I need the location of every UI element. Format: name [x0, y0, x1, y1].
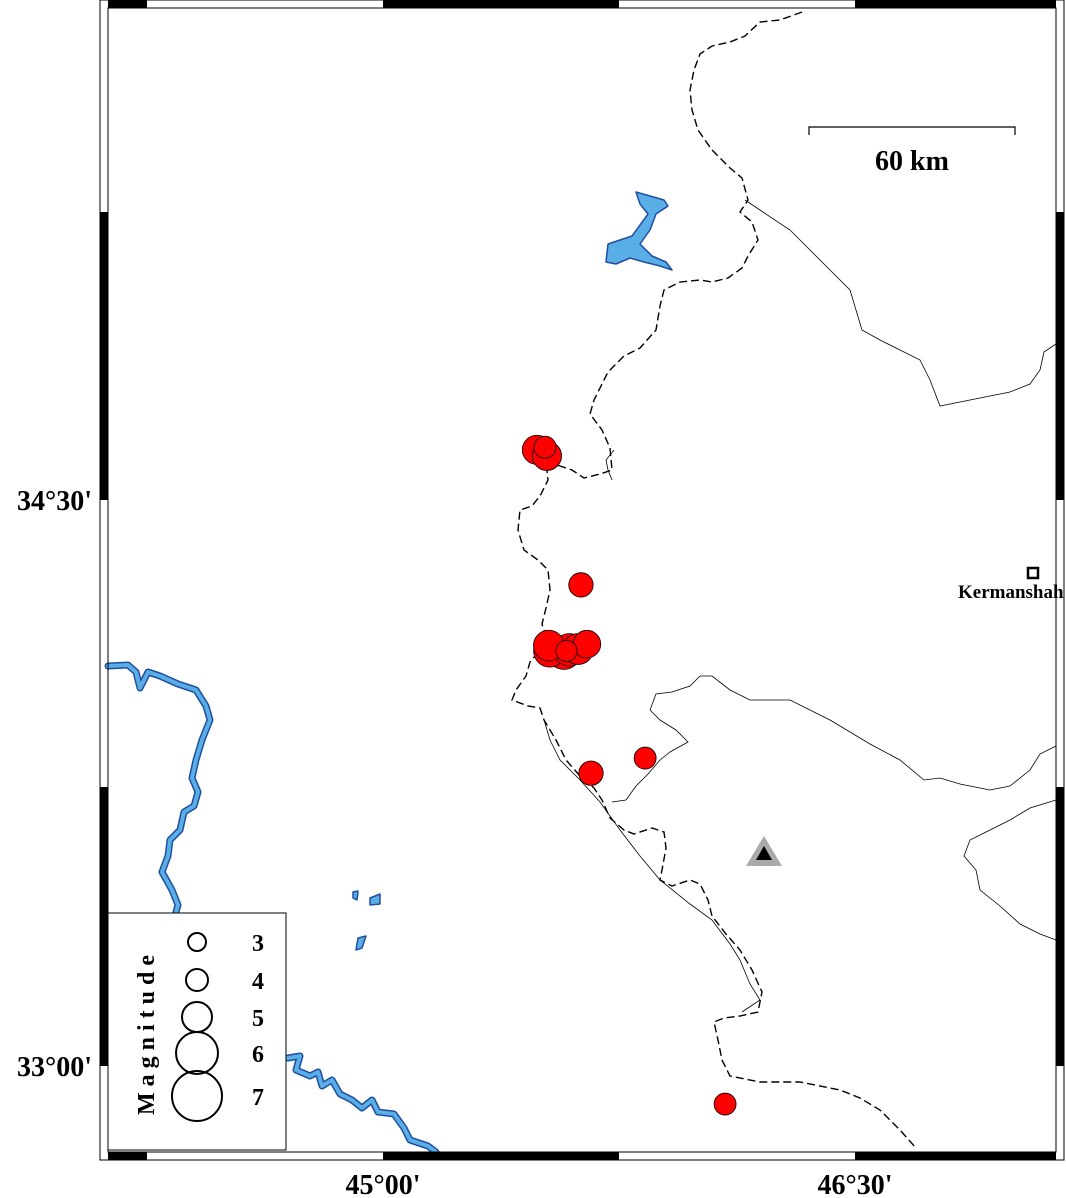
- earthquake-marker: [572, 629, 602, 659]
- international-border: [511, 11, 917, 1149]
- borders: [511, 11, 1057, 1149]
- city-kermanshah: Kermanshah: [958, 566, 1064, 603]
- scale-bar: 60 km: [808, 126, 1016, 177]
- legend-label: 4: [252, 969, 264, 995]
- legend-circle: [171, 1070, 223, 1122]
- legend-label: 5: [252, 1006, 264, 1032]
- lake: [605, 191, 673, 271]
- legend: Magnitude 3 4 5 6 7: [107, 912, 287, 1151]
- lon-tick-label: 45°00': [346, 1170, 421, 1198]
- lat-tick-label: 34°30': [17, 486, 92, 517]
- map-area: Kermanshah 60 km: [104, 11, 1064, 1156]
- legend-title: Magnitude: [134, 949, 160, 1115]
- legend-label: 7: [252, 1085, 264, 1111]
- earthquake-events: [521, 434, 737, 1116]
- map-frame: [99, 0, 1065, 1161]
- earthquake-marker: [633, 746, 657, 770]
- square-icon: [1026, 566, 1040, 580]
- legend-circle: [175, 1031, 219, 1075]
- earthquake-marker: [533, 435, 557, 459]
- legend-label: 6: [252, 1042, 264, 1068]
- rivers: [104, 191, 673, 1156]
- earthquake-marker: [555, 639, 578, 662]
- lon-tick-label: 46°30': [818, 1170, 893, 1198]
- legend-circle: [185, 968, 209, 992]
- station-marker: [746, 836, 782, 866]
- province-border: [543, 199, 1057, 1013]
- earthquake-marker: [568, 572, 594, 598]
- earthquake-marker: [578, 760, 604, 786]
- scale-bar-label: 60 km: [875, 146, 949, 177]
- legend-circle: [187, 932, 207, 952]
- tick-labels: 45°00' 46°30' 34°30' 33°00': [17, 486, 893, 1198]
- city-label: Kermanshah: [958, 582, 1064, 603]
- legend-label: 3: [252, 931, 264, 957]
- earthquake-marker: [713, 1092, 737, 1116]
- lat-tick-label: 33°00': [17, 1052, 92, 1083]
- river-south: [284, 1052, 440, 1156]
